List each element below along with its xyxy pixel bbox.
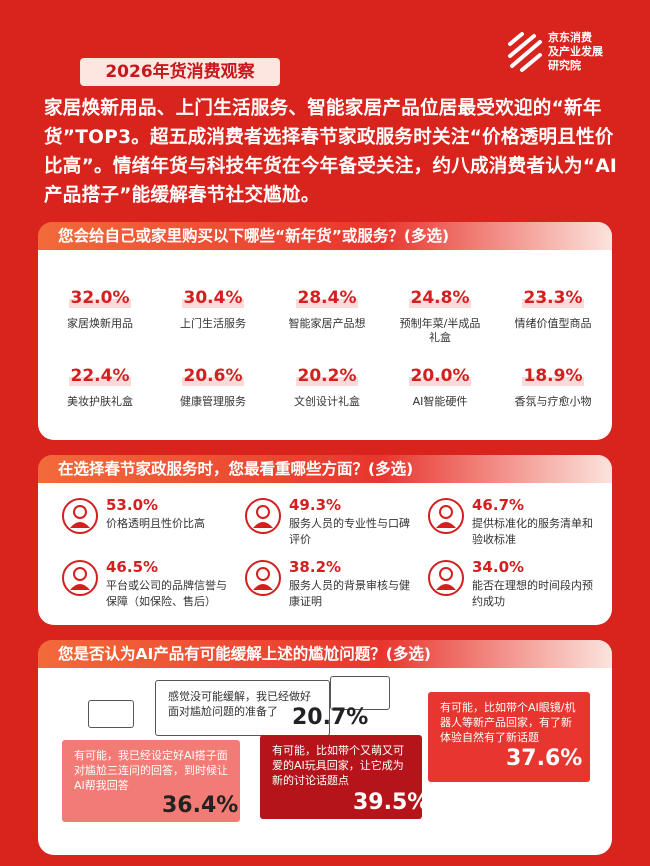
value-text: 18.9% <box>521 366 585 386</box>
person-icon <box>253 505 273 528</box>
item-value: 30.4% <box>158 288 268 308</box>
item-value: 46.7% <box>472 496 525 514</box>
bubble-value: 37.6% <box>506 746 583 771</box>
person-icon <box>436 567 456 590</box>
item-label: 情绪价值型商品 <box>514 317 592 330</box>
item-value: 22.4% <box>45 366 155 386</box>
item-label: 智能家居产品想 <box>288 317 366 330</box>
value-text: 20.2% <box>295 366 359 386</box>
item-label: 上门生活服务 <box>180 317 246 330</box>
value-text: 28.4% <box>295 288 359 308</box>
item-label: 服务人员的专业性与口碑评价 <box>289 517 410 546</box>
item-value: 49.3% <box>289 496 342 514</box>
item-value: 28.4% <box>272 288 382 308</box>
item-icon <box>245 560 281 596</box>
item-value: 53.0% <box>106 496 159 514</box>
value-text: 30.4% <box>181 288 245 308</box>
item-label: AI智能硬件 <box>412 395 468 408</box>
item-value: 38.2% <box>289 558 342 576</box>
item-icon <box>62 498 98 534</box>
value-text: 22.4% <box>68 366 132 386</box>
page-title: 2026年货消费观察 <box>80 58 280 86</box>
logo-mark <box>508 32 542 72</box>
bubble: 感觉没可能缓解，我已经做好面对尴尬问题的准备了 <box>155 680 330 736</box>
item-icon <box>428 498 464 534</box>
item-value: 24.8% <box>385 288 495 308</box>
decor-bubble <box>330 676 390 710</box>
bubble: 有可能，我已经设定好AI搭子面对尴尬三连问的回答，到时候让AI帮我回答 <box>62 740 240 822</box>
item-label: 提供标准化的服务清单和验收标准 <box>472 517 593 546</box>
item-value: 20.6% <box>158 366 268 386</box>
bubble: 有可能，比如带个AI眼镜/机器人等新产品回家，有了新体验自然有了新话题 <box>428 692 590 782</box>
bubble-value: 20.7% <box>292 705 369 730</box>
logo-text: 京东消费 及产业发展 研究院 <box>548 31 603 73</box>
section-title: 在选择春节家政服务时，您最看重哪些方面？(多选) <box>38 455 612 483</box>
person-icon <box>70 505 90 528</box>
value-text: 23.3% <box>521 288 585 308</box>
item-value: 20.2% <box>272 366 382 386</box>
item-label: 价格透明且性价比高 <box>106 517 205 530</box>
item-label: 美妆护肤礼盒 <box>67 395 133 408</box>
item-value: 18.9% <box>498 366 608 386</box>
bubble: 有可能，比如带个又萌又可爱的AI玩具回家，让它成为新的讨论话题点 <box>260 735 422 819</box>
decor-bubble <box>88 700 134 728</box>
item-value: 32.0% <box>45 288 155 308</box>
value-text: 20.0% <box>408 366 472 386</box>
item-value: 23.3% <box>498 288 608 308</box>
person-icon <box>70 567 90 590</box>
item-label: 服务人员的背景审核与健康证明 <box>289 579 410 608</box>
section-title: 您会给自己或家里购买以下哪些“新年货”或服务？(多选) <box>38 222 612 250</box>
value-text: 20.6% <box>181 366 245 386</box>
item-label: 平台或公司的品牌信誉与保障（如保险、售后） <box>106 579 227 608</box>
panel <box>38 222 612 440</box>
item-label: 能否在理想的时间段内预约成功 <box>472 579 593 608</box>
person-icon <box>436 505 456 528</box>
item-icon <box>428 560 464 596</box>
item-label: 香氛与疗愈小物 <box>514 395 592 408</box>
logo-line: 京东消费 <box>548 31 592 44</box>
value-text: 32.0% <box>68 288 132 308</box>
item-value: 20.0% <box>385 366 495 386</box>
item-label: 健康管理服务 <box>180 395 246 408</box>
bubble-value: 39.5% <box>353 790 430 815</box>
value-text: 24.8% <box>408 288 472 308</box>
item-value: 46.5% <box>106 558 159 576</box>
item-label: 预制年菜/半成品礼盒 <box>399 317 481 344</box>
bubble-value: 36.4% <box>162 793 239 818</box>
logo-line: 及产业发展 <box>548 45 603 58</box>
item-label: 文创设计礼盒 <box>294 395 360 408</box>
person-icon <box>253 567 273 590</box>
item-icon <box>245 498 281 534</box>
item-label: 家居焕新用品 <box>67 317 133 330</box>
intro-text: 家居焕新用品、上门生活服务、智能家居产品位居最受欢迎的“新年货”TOP3。超五成… <box>44 98 618 206</box>
logo-line: 研究院 <box>548 59 581 72</box>
panel <box>38 455 612 625</box>
item-value: 34.0% <box>472 558 525 576</box>
section-title: 您是否认为AI产品有可能缓解上述的尴尬问题？(多选) <box>38 640 612 668</box>
item-icon <box>62 560 98 596</box>
